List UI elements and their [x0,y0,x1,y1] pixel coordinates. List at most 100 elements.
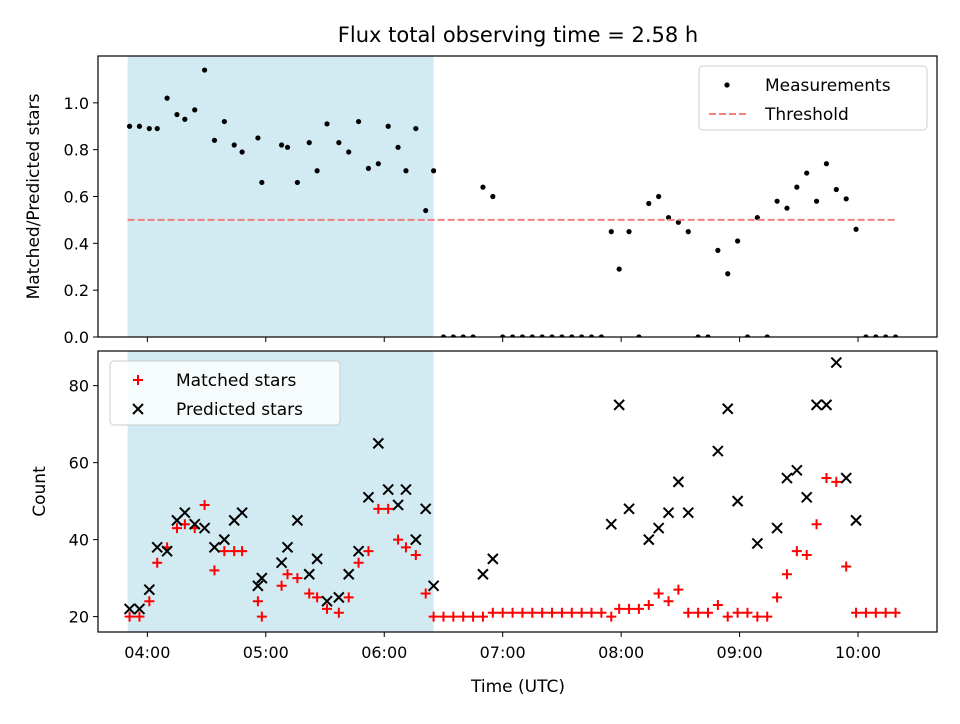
matched-star-point [811,519,822,530]
measurement-point [656,193,662,200]
matched-star-point [458,611,469,622]
matched-star-point [860,607,871,618]
measurement-point [675,219,681,225]
measurement-point [774,198,780,204]
measurement-point [892,334,899,337]
matched-star-point [312,592,323,603]
matched-star-point [517,607,528,618]
predicted-star-point [275,557,288,569]
measurement-point [873,334,879,337]
measurement-point [823,161,830,167]
x-tick-label: 05:00 [243,643,289,662]
predicted-star-point [613,399,625,411]
measurement-point [813,198,820,204]
measurement-point [221,118,227,125]
predicted-star-point [820,399,833,411]
measurement-point [126,123,133,129]
matched-star-point [276,580,287,591]
predicted-star-point [400,483,412,496]
measurement-point [284,144,291,150]
legend-matched-swatch [133,375,143,385]
matched-star-point [890,607,901,618]
measurement-point [255,135,261,141]
matched-star-point [791,546,802,557]
matched-star-point [468,611,479,622]
matched-star-point [596,607,607,618]
matched-star-point [712,600,723,611]
measurement-point [164,95,170,101]
y-axis-label: Matched/Predicted stars [24,93,44,299]
matched-star-point [831,476,842,487]
measurement-point [211,137,218,143]
predicted-star-point [133,603,146,615]
y-tick-label: 0.2 [64,281,89,300]
measurement-point [715,247,721,253]
predicted-star-point [751,537,764,550]
measurement-point [239,149,245,155]
measurement-point [136,123,143,129]
measurement-point [519,334,526,337]
matched-star-point [633,603,644,614]
matched-star-point [282,569,293,580]
predicted-star-point [343,568,355,580]
matched-star-point [219,546,230,557]
measurement-point [636,334,642,337]
measurement-point [843,196,849,202]
predicted-star-point [281,541,294,554]
matched-star-point [353,557,364,568]
y-tick-label: 40 [69,531,89,550]
matched-star-point [663,596,674,607]
measurement-point [423,207,429,214]
predicted-star-point [487,553,499,565]
matched-star-point [880,607,891,618]
matched-star-point [772,592,783,603]
matched-star-point [438,611,449,622]
predicted-star-point [161,545,173,557]
predicted-star-point [682,506,694,519]
measurement-point [529,334,535,337]
measurement-point [355,118,362,125]
measurement-point [509,334,516,337]
matched-star-point [393,534,404,545]
matched-star-point [614,603,625,614]
matched-star-point [556,607,567,618]
measurement-point [365,165,372,171]
matched-star-point [722,611,733,622]
measurement-point [346,149,352,155]
measurement-point [440,334,447,337]
matched-star-point [870,607,881,618]
predicted-star-point [672,476,685,488]
predicted-star-point [321,595,333,607]
matched-star-point [199,499,210,510]
measurement-point [480,184,486,190]
matched-star-point [742,607,753,618]
predicted-star-point [722,403,734,415]
y-tick-label: 0.0 [64,328,89,347]
matched-star-point [497,607,508,618]
predicted-star-point [419,503,432,515]
predicted-star-point [189,518,201,530]
predicted-star-point [801,491,813,503]
measurement-point [804,170,810,176]
measurement-point [294,179,300,186]
predicted-star-point [712,445,724,457]
y-axis-label: Count [30,466,50,517]
plot-area [126,67,899,337]
matched-star-point [373,503,384,514]
matched-star-point [304,588,315,599]
matched-star-point [732,607,743,618]
measurement-point [174,111,180,118]
measurement-point [784,205,790,211]
predicted-star-point [123,603,136,615]
matched-star-point [152,557,163,568]
matched-star-point [237,546,248,557]
matched-star-point [841,561,852,572]
matched-star-point [537,607,548,618]
x-tick-label: 10:00 [835,643,881,662]
matched-star-point [134,611,145,622]
legend-label: Matched stars [176,371,296,391]
matched-star-point [762,611,773,622]
matched-star-point [527,607,538,618]
predicted-star-point [311,553,323,565]
measurement-point [588,334,595,337]
